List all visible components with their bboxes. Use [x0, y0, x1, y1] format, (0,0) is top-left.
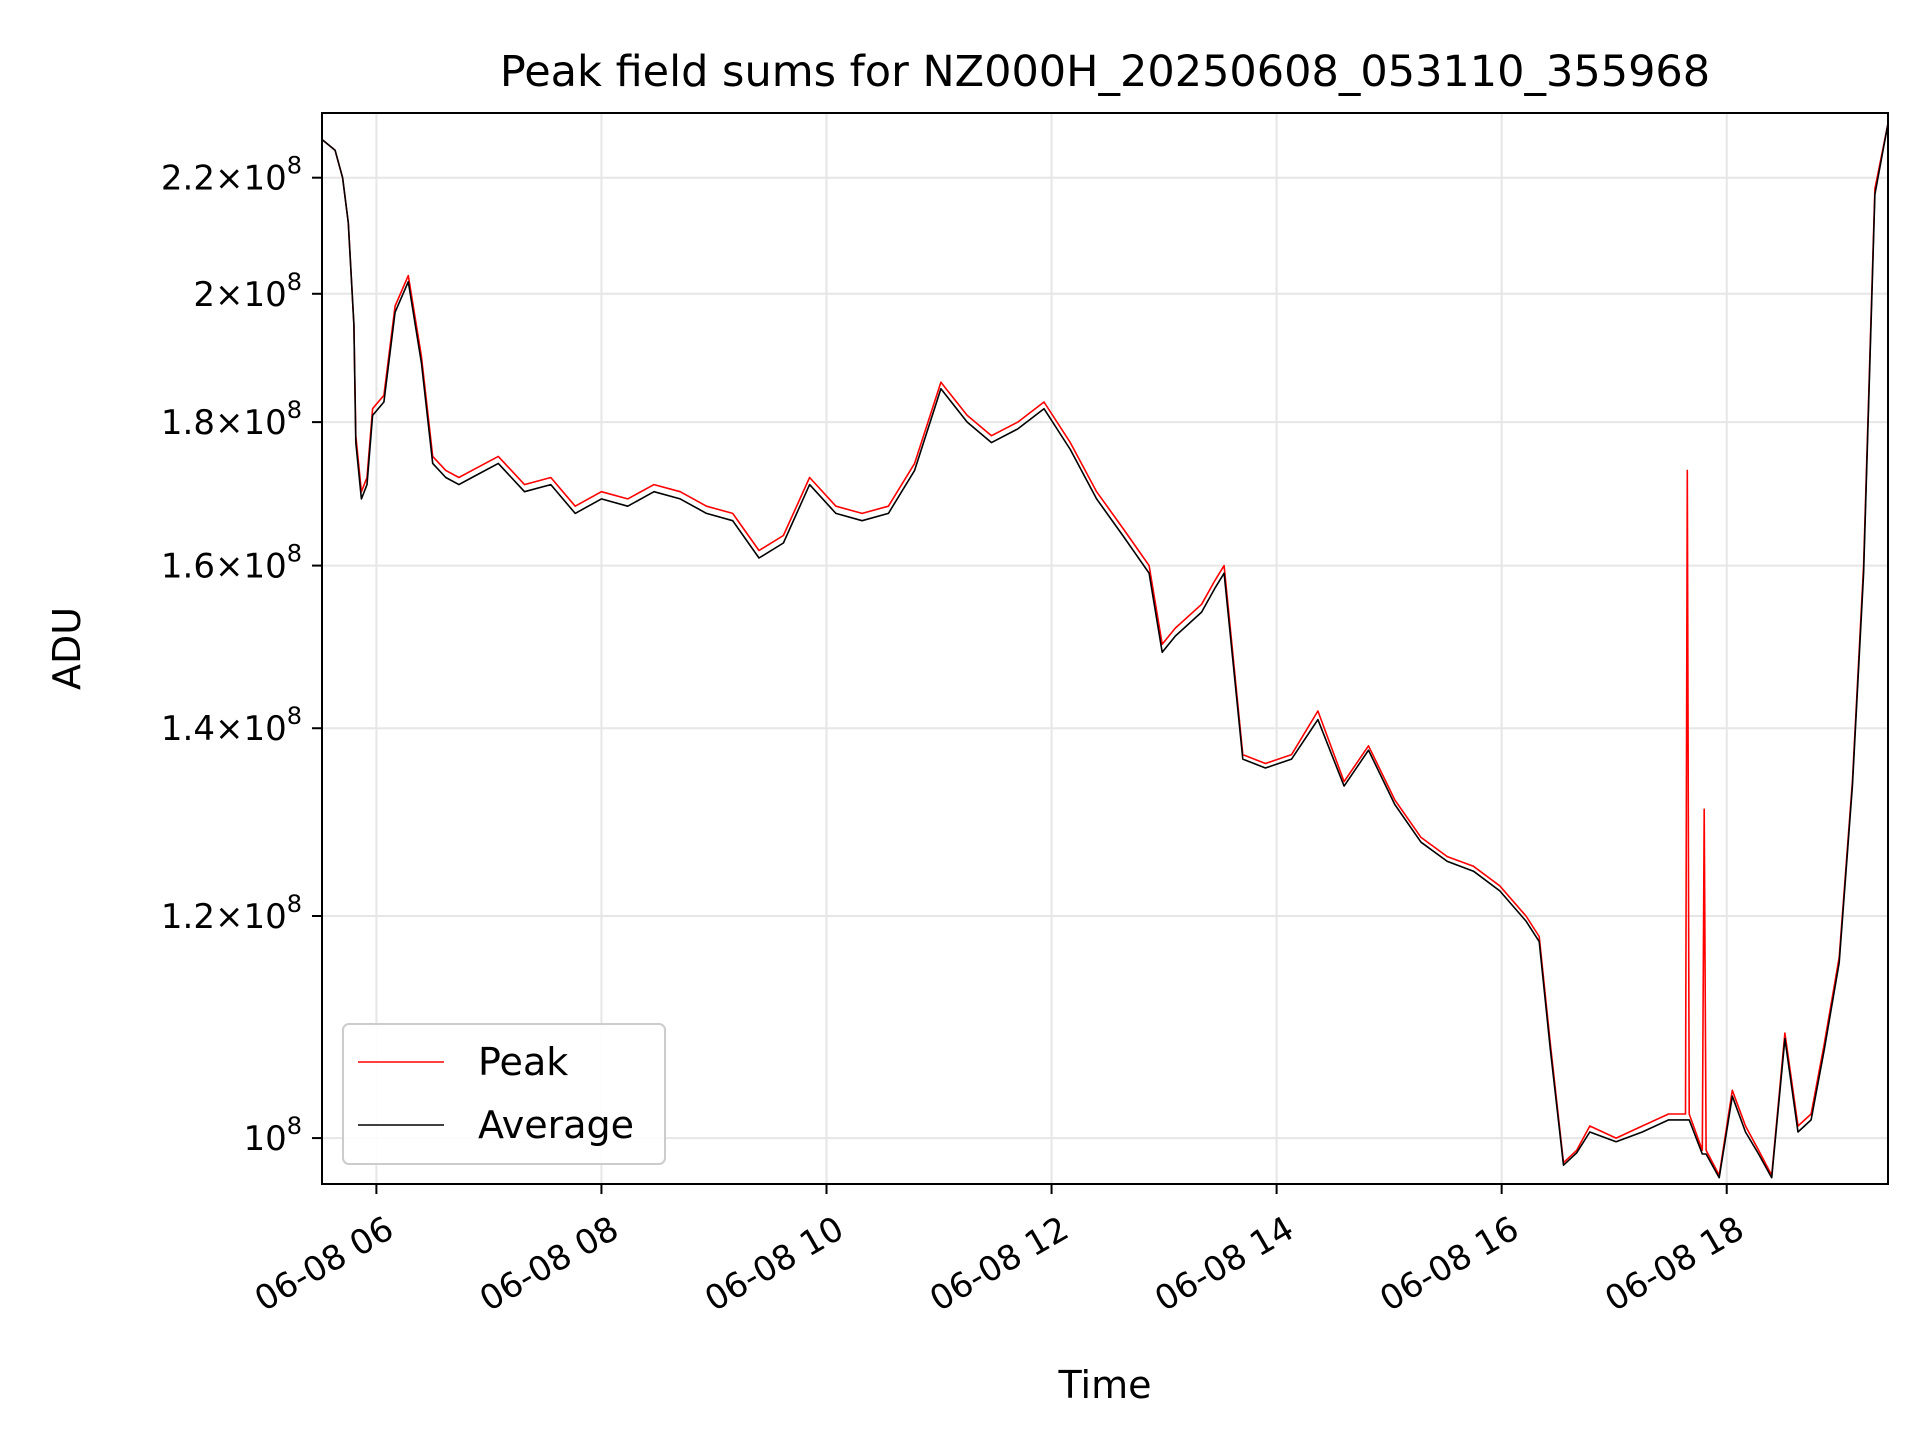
- legend-label-peak: Peak: [478, 1040, 568, 1084]
- y-tick-label: 2.2×108: [161, 152, 302, 199]
- x-axis-label: Time: [1058, 1363, 1152, 1407]
- y-tick-label: 1.2×108: [161, 890, 302, 937]
- y-tick-label: 108: [243, 1112, 302, 1159]
- y-tick-label: 2×108: [193, 268, 302, 315]
- legend-label-average: Average: [478, 1103, 634, 1147]
- y-tick-label: 1.6×108: [161, 540, 302, 587]
- legend: Peak Average: [342, 1023, 666, 1165]
- y-tick-label: 1.8×108: [161, 396, 302, 443]
- plot-frame: [321, 112, 1889, 1185]
- y-tick-label: 1.4×108: [161, 702, 302, 749]
- data-lines: [321, 123, 1889, 1179]
- series-line-peak: [321, 123, 1889, 1176]
- y-axis-label: ADU: [45, 607, 89, 690]
- chart-title: Peak field sums for NZ000H_20250608_0531…: [500, 47, 1710, 97]
- legend-box: [342, 1023, 666, 1165]
- series-line-average: [321, 123, 1889, 1179]
- y-axis: 108 1.2×108 1.4×108 1.6×108 1.8×108 2×108 2.2×…: [161, 152, 322, 1159]
